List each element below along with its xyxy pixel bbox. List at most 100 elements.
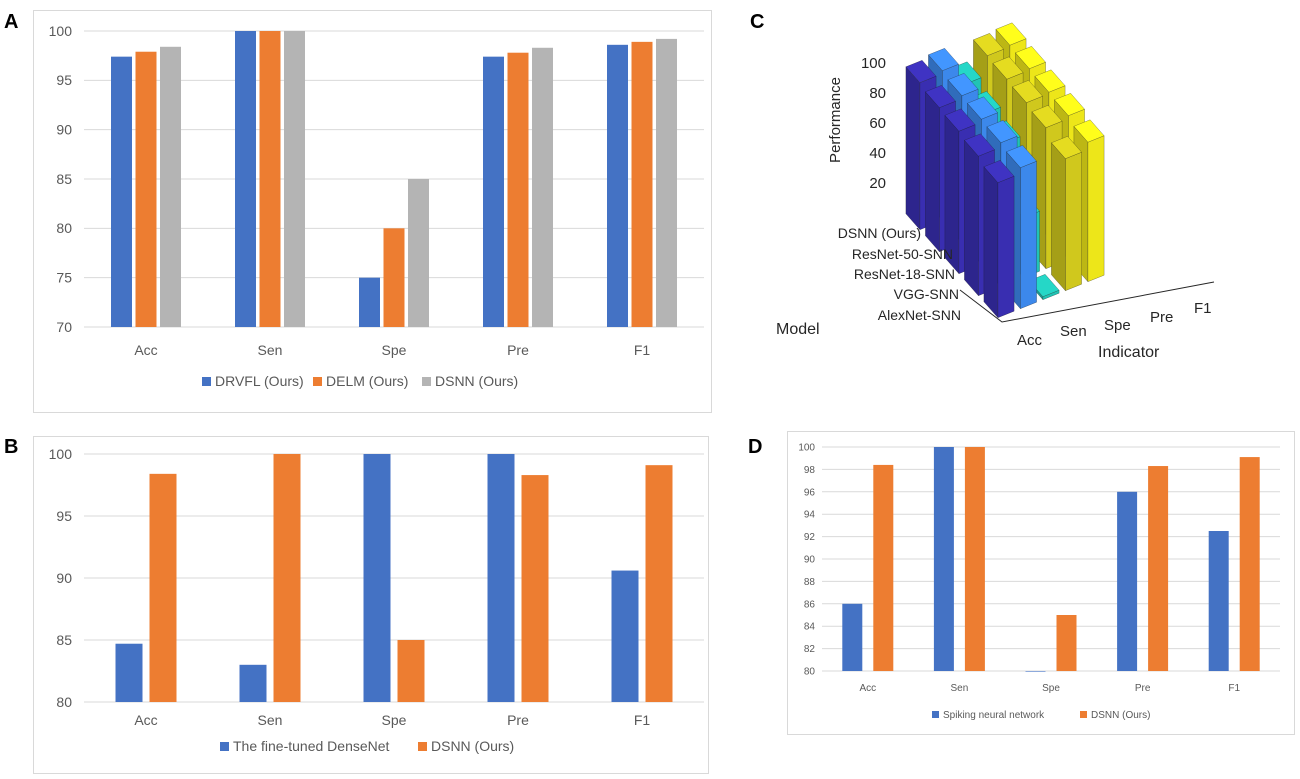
- chart-d-ytick-label: 98: [804, 465, 816, 476]
- chart-b-xtick-label: Sen: [258, 712, 283, 728]
- chart-a-bar-f1-3: [656, 38, 677, 327]
- chart-d-ytick-label: 94: [804, 510, 816, 521]
- chart-d-bar-acc-2: [873, 464, 894, 671]
- chart-a-bar-spe-2: [383, 228, 405, 327]
- chart-c-bar-pre-3-top: [1011, 80, 1044, 103]
- chart-c-ztick-label: 100: [861, 55, 886, 72]
- chart-d-ytick-label: 90: [804, 555, 816, 566]
- chart-b-bar-sen-2: [273, 454, 301, 702]
- chart-d-xtick-label: Pre: [1135, 683, 1151, 694]
- chart-c-indicator-label: F1: [1194, 300, 1212, 317]
- chart-a-bar-pre-1: [483, 56, 504, 328]
- chart-c-indicator-label: Spe: [1104, 317, 1131, 334]
- chart-c-3d: 20 40 60 80 100 Performance DSNN (Ours) ResNet-…: [776, 22, 1215, 361]
- chart-a-ytick-label: 80: [56, 220, 72, 236]
- chart-c-bar-pre-1-top: [972, 33, 1005, 56]
- chart-d-xtick-label: F1: [1228, 683, 1240, 694]
- chart-d-xtick-label: Sen: [951, 683, 969, 694]
- chart-c-bar-sen-4-top: [986, 120, 1018, 143]
- chart-a-ytick-label: 100: [49, 23, 73, 39]
- chart-d-ytick-label: 88: [804, 577, 816, 588]
- chart-d-legend-swatch: [1080, 711, 1087, 718]
- chart-a-bar-sen-3: [284, 31, 305, 327]
- chart-d-bar-spe-2: [1056, 615, 1077, 671]
- chart-b-ytick-label: 90: [56, 570, 72, 586]
- chart-b-ytick-label: 100: [49, 446, 73, 462]
- chart-d-legend-label: Spiking neural network: [943, 710, 1045, 721]
- chart-a-bar-sen-1: [235, 31, 256, 327]
- chart-b-bar-spe-2: [397, 640, 425, 702]
- chart-d-bar-pre-2: [1148, 466, 1169, 671]
- chart-d-xtick-label: Spe: [1042, 683, 1060, 694]
- chart-a-ytick-label: 95: [56, 72, 72, 88]
- chart-a-bar-spe-1: [359, 277, 380, 327]
- chart-c-floor-edge: [959, 281, 1215, 323]
- chart-b-bar-acc-2: [149, 473, 177, 702]
- chart-d-bar-f1-1: [1208, 531, 1229, 671]
- chart-a-ytick-label: 90: [56, 122, 72, 138]
- chart-a-ytick-label: 85: [56, 171, 72, 187]
- chart-c-bar-f1-1-top: [995, 22, 1027, 46]
- chart-b-bar-f1-1: [611, 570, 639, 702]
- chart-c-bar-f1-2-top: [1014, 46, 1047, 69]
- chart-a-legend-label: DRVFL (Ours): [215, 373, 304, 389]
- chart-c-bar-sen-5-top: [1005, 145, 1038, 168]
- chart-c-bar-acc-4-top: [963, 133, 996, 157]
- chart-a-xtick-label: Spe: [382, 342, 407, 358]
- chart-c-zlabel: Performance: [827, 77, 844, 163]
- chart-b-xtick-label: F1: [634, 712, 651, 728]
- chart-c-bar-acc-1-top: [905, 60, 937, 83]
- chart-c-bar-pre-5-side: [1065, 151, 1082, 292]
- chart-a-bar-sen-2: [259, 31, 281, 327]
- chart-d: 80 82 84 86 88 90 92 94 96 98 100 Acc Sen Spe Pre F1 Spi…: [798, 443, 1280, 721]
- chart-c-model-label: ResNet-50-SNN: [852, 246, 953, 262]
- chart-c-bar-acc-5: [983, 166, 999, 319]
- chart-d-ytick-label: 82: [804, 644, 816, 655]
- chart-c-bar-acc-4: [964, 139, 979, 297]
- chart-c-bar-acc-3-top: [944, 108, 976, 132]
- chart-c-bar-acc-5-side: [997, 175, 1015, 319]
- chart-c-model-label: DSNN (Ours): [838, 225, 921, 241]
- chart-b: 80 85 90 95 100 Acc Sen Spe Pre F1 The fine-tuned …: [49, 446, 704, 754]
- chart-a-bar-acc-1: [111, 56, 132, 328]
- chart-b-legend-swatch: [220, 742, 229, 751]
- panel-label-a: A: [4, 11, 18, 33]
- chart-c-ztick-label: 80: [869, 85, 886, 102]
- chart-b-legend-label: The fine-tuned DenseNet: [233, 738, 390, 754]
- chart-d-ytick-label: 92: [804, 532, 816, 543]
- chart-a-legend-swatch: [202, 377, 211, 386]
- chart-a-legend-swatch: [422, 377, 431, 386]
- chart-b-ytick-label: 80: [56, 694, 72, 710]
- chart-c-bar-pre-5: [1051, 142, 1066, 292]
- chart-a-ytick-label: 75: [56, 270, 72, 286]
- chart-a-ytick-label: 70: [56, 319, 72, 335]
- chart-d-bar-f1-2: [1239, 457, 1260, 671]
- chart-c-indicator-label: Sen: [1060, 323, 1087, 340]
- chart-a: 70 75 80 85 90 95 100 Acc Sen Spe Pre F1 DRVFL (Ours…: [49, 23, 704, 389]
- panel-label-d: D: [748, 436, 762, 458]
- chart-c-bar-pre-2-top: [992, 56, 1024, 80]
- chart-b-legend-label: DSNN (Ours): [431, 738, 514, 754]
- chart-c-bar-sen-3-top: [966, 96, 999, 120]
- chart-d-bar-sen-2: [964, 447, 985, 671]
- chart-c-bar-f1-4-top: [1053, 93, 1086, 116]
- chart-a-legend-label: DELM (Ours): [326, 373, 408, 389]
- chart-a-bar-pre-3: [532, 47, 553, 327]
- chart-c-bar-f1-5-side: [1087, 135, 1105, 283]
- chart-b-bar-acc-1: [115, 643, 143, 702]
- chart-c-model-label: ResNet-18-SNN: [854, 266, 955, 282]
- chart-c-bar-pre-5-top: [1050, 136, 1083, 159]
- chart-a-legend-label: DSNN (Ours): [435, 373, 518, 389]
- chart-c-indicator-label: Acc: [1017, 332, 1043, 349]
- chart-c-bar-sen-2-top: [947, 73, 979, 96]
- chart-c-model-label: VGG-SNN: [894, 286, 959, 302]
- chart-c-bar-pre-4-top: [1031, 105, 1063, 128]
- panel-label-c: C: [750, 11, 764, 33]
- chart-a-xtick-label: Pre: [507, 342, 529, 358]
- chart-d-bar-sen-1: [933, 447, 954, 671]
- chart-a-bar-acc-2: [135, 51, 157, 327]
- chart-b-bar-sen-1: [239, 664, 267, 702]
- chart-b-xtick-label: Pre: [507, 712, 529, 728]
- chart-b-ytick-label: 95: [56, 508, 72, 524]
